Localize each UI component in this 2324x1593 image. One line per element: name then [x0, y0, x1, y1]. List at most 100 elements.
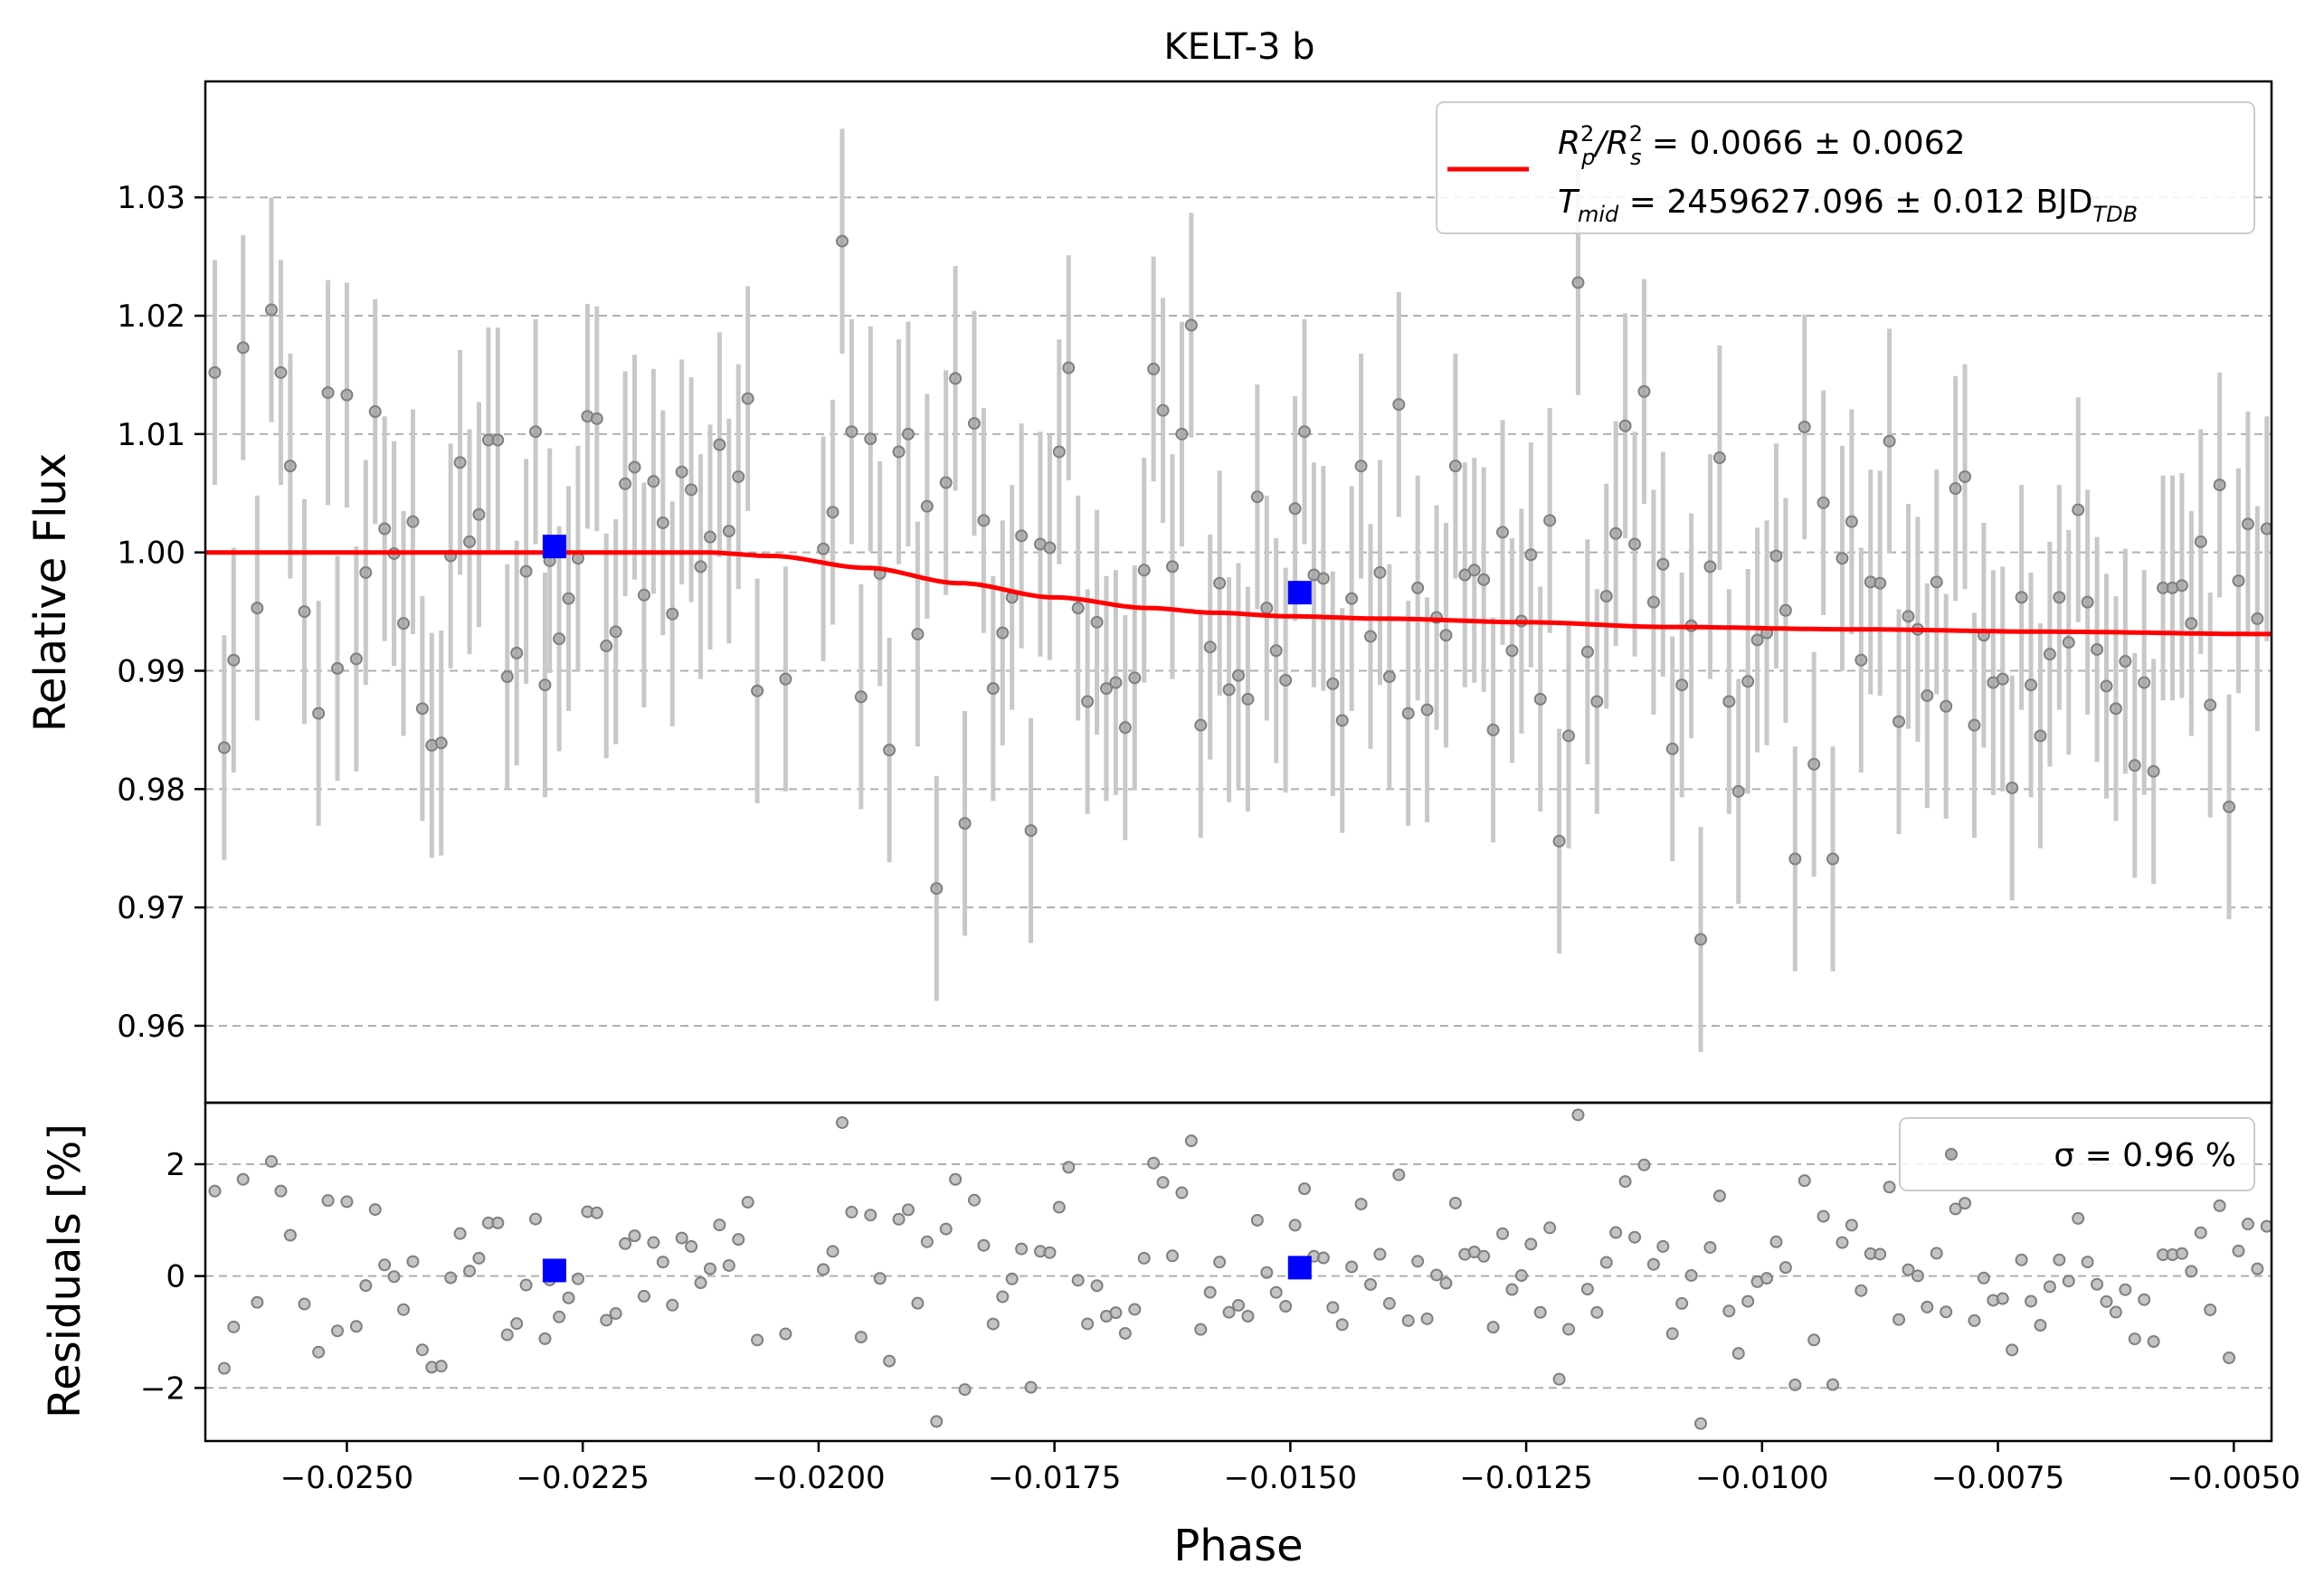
flux-point	[1099, 682, 1113, 696]
residual-point	[1552, 1372, 1566, 1386]
flux-point	[1665, 742, 1679, 755]
flux-point	[647, 475, 660, 488]
x-tick-label: −0.0100	[1695, 1460, 1828, 1496]
residual-point	[694, 1276, 707, 1290]
flux-point	[1543, 514, 1557, 527]
residual-point	[1883, 1181, 1896, 1194]
residual-point	[1571, 1108, 1585, 1122]
flux-point	[1949, 482, 1962, 496]
flux-point	[1232, 668, 1245, 682]
flux-point	[685, 483, 698, 497]
flux-y-tick-label: 1.02	[117, 299, 185, 335]
residual-point	[685, 1239, 698, 1253]
residual-point	[1949, 1202, 1962, 1216]
flux-point	[1779, 603, 1792, 617]
residual-point	[1911, 1269, 1924, 1283]
residual-point	[656, 1256, 669, 1269]
flux-point	[1137, 564, 1151, 577]
residual-point	[864, 1209, 877, 1222]
residual-point	[986, 1317, 1000, 1331]
flux-point	[349, 652, 363, 666]
residual-point	[444, 1271, 458, 1285]
residual-point	[1562, 1323, 1576, 1336]
residual-point	[1156, 1176, 1170, 1190]
flux-point	[265, 303, 279, 317]
x-tick-label: −0.0150	[1224, 1460, 1357, 1496]
flux-point	[1250, 490, 1264, 504]
flux-point	[1382, 670, 1396, 684]
residual-point	[1071, 1274, 1085, 1287]
residual-point	[1203, 1285, 1217, 1299]
residual-point	[1826, 1378, 1840, 1391]
flux-point	[628, 460, 641, 474]
residual-point	[1241, 1310, 1255, 1323]
flux-point	[958, 817, 972, 830]
flux-point	[1260, 602, 1274, 615]
residual-point	[1769, 1235, 1783, 1248]
residual-point	[1439, 1276, 1453, 1290]
flux-point	[519, 564, 533, 578]
flux-point	[1090, 615, 1104, 629]
residual-point	[939, 1222, 953, 1236]
flux-point	[732, 469, 745, 483]
flux-point	[2025, 678, 2038, 692]
flux-point	[1609, 526, 1623, 540]
flux-point	[1326, 677, 1340, 690]
residual-point	[1005, 1272, 1019, 1285]
flux-point	[1902, 610, 1915, 623]
flux-point	[1411, 581, 1425, 594]
residual-point	[977, 1238, 991, 1252]
flux-point	[2091, 642, 2104, 656]
residual-point	[751, 1333, 764, 1347]
residual-point	[1392, 1168, 1406, 1181]
residual-point	[283, 1228, 297, 1242]
residuals-y-tick-label: 2	[166, 1147, 185, 1183]
residual-point	[1873, 1247, 1887, 1261]
residual-point	[2043, 1280, 2056, 1294]
flux-point	[1741, 675, 1755, 688]
flux-point	[1571, 276, 1585, 289]
flux-point	[1750, 633, 1764, 647]
residual-point	[1496, 1227, 1510, 1240]
flux-point	[1892, 715, 1906, 728]
flux-point	[826, 506, 839, 519]
residual-point	[519, 1278, 533, 1292]
residual-point	[2091, 1277, 2104, 1291]
residuals-ylabel: Residuals [%]	[40, 1124, 90, 1418]
flux-point	[1015, 529, 1029, 543]
flux-point	[359, 565, 373, 579]
residuals-y-ticks: −2 0 2	[140, 1147, 205, 1407]
flux-point	[491, 433, 505, 447]
flux-point	[901, 427, 915, 441]
flux-point	[2138, 676, 2151, 689]
flux-point	[977, 514, 991, 527]
residual-point	[406, 1255, 420, 1268]
flux-point	[694, 560, 707, 574]
flux-point	[1646, 595, 1660, 609]
flux-point	[2185, 617, 2198, 631]
flux-point	[312, 706, 326, 720]
residual-point	[1477, 1249, 1491, 1263]
residual-point	[274, 1184, 288, 1198]
flux-point	[1486, 723, 1500, 736]
legend-residual-marker	[1945, 1148, 1958, 1161]
flux-point	[1354, 460, 1368, 473]
flux-point	[2213, 479, 2226, 492]
flux-point	[2072, 503, 2085, 517]
residual-point	[1703, 1240, 1717, 1254]
flux-y-tick-label: 0.97	[117, 890, 185, 926]
residual-point	[1430, 1268, 1444, 1282]
x-tick-label: −0.0175	[988, 1460, 1121, 1496]
flux-point	[986, 682, 1000, 696]
flux-point	[2260, 522, 2272, 536]
residual-point	[1817, 1209, 1830, 1223]
residual-point	[779, 1327, 792, 1341]
residual-point	[562, 1291, 575, 1304]
residual-point	[619, 1237, 632, 1250]
flux-point	[2128, 759, 2141, 773]
flux-point	[637, 588, 650, 602]
residual-point	[2062, 1275, 2075, 1288]
flux-point	[1533, 692, 1547, 706]
residual-point	[340, 1195, 354, 1209]
flux-point	[321, 386, 335, 400]
